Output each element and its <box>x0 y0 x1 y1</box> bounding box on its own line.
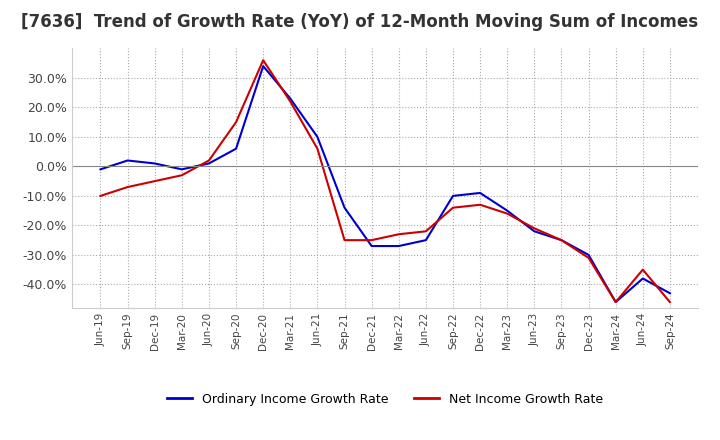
Legend: Ordinary Income Growth Rate, Net Income Growth Rate: Ordinary Income Growth Rate, Net Income … <box>163 388 608 411</box>
Net Income Growth Rate <box>557 238 566 243</box>
Net Income Growth Rate <box>611 300 620 305</box>
Ordinary Income Growth Rate <box>639 276 647 281</box>
Line: Ordinary Income Growth Rate: Ordinary Income Growth Rate <box>101 66 670 302</box>
Ordinary Income Growth Rate <box>178 167 186 172</box>
Net Income Growth Rate <box>123 184 132 190</box>
Ordinary Income Growth Rate <box>123 158 132 163</box>
Ordinary Income Growth Rate <box>449 193 457 198</box>
Net Income Growth Rate <box>204 158 213 163</box>
Net Income Growth Rate <box>449 205 457 210</box>
Ordinary Income Growth Rate <box>259 63 268 69</box>
Net Income Growth Rate <box>341 238 349 243</box>
Ordinary Income Growth Rate <box>395 243 403 249</box>
Net Income Growth Rate <box>150 179 159 184</box>
Line: Net Income Growth Rate: Net Income Growth Rate <box>101 60 670 302</box>
Ordinary Income Growth Rate <box>584 252 593 257</box>
Ordinary Income Growth Rate <box>665 290 674 296</box>
Ordinary Income Growth Rate <box>611 300 620 305</box>
Net Income Growth Rate <box>639 267 647 272</box>
Net Income Growth Rate <box>232 120 240 125</box>
Net Income Growth Rate <box>395 231 403 237</box>
Ordinary Income Growth Rate <box>476 191 485 196</box>
Ordinary Income Growth Rate <box>367 243 376 249</box>
Ordinary Income Growth Rate <box>96 167 105 172</box>
Ordinary Income Growth Rate <box>557 238 566 243</box>
Net Income Growth Rate <box>503 211 511 216</box>
Net Income Growth Rate <box>367 238 376 243</box>
Net Income Growth Rate <box>259 58 268 63</box>
Net Income Growth Rate <box>421 229 430 234</box>
Ordinary Income Growth Rate <box>530 229 539 234</box>
Net Income Growth Rate <box>96 193 105 198</box>
Ordinary Income Growth Rate <box>150 161 159 166</box>
Net Income Growth Rate <box>313 146 322 151</box>
Net Income Growth Rate <box>530 226 539 231</box>
Ordinary Income Growth Rate <box>313 134 322 139</box>
Ordinary Income Growth Rate <box>341 205 349 210</box>
Net Income Growth Rate <box>584 255 593 260</box>
Net Income Growth Rate <box>286 99 294 104</box>
Text: [7636]  Trend of Growth Rate (YoY) of 12-Month Moving Sum of Incomes: [7636] Trend of Growth Rate (YoY) of 12-… <box>22 13 698 31</box>
Net Income Growth Rate <box>476 202 485 207</box>
Ordinary Income Growth Rate <box>421 238 430 243</box>
Ordinary Income Growth Rate <box>232 146 240 151</box>
Ordinary Income Growth Rate <box>204 161 213 166</box>
Ordinary Income Growth Rate <box>503 208 511 213</box>
Net Income Growth Rate <box>178 172 186 178</box>
Net Income Growth Rate <box>665 300 674 305</box>
Ordinary Income Growth Rate <box>286 96 294 101</box>
